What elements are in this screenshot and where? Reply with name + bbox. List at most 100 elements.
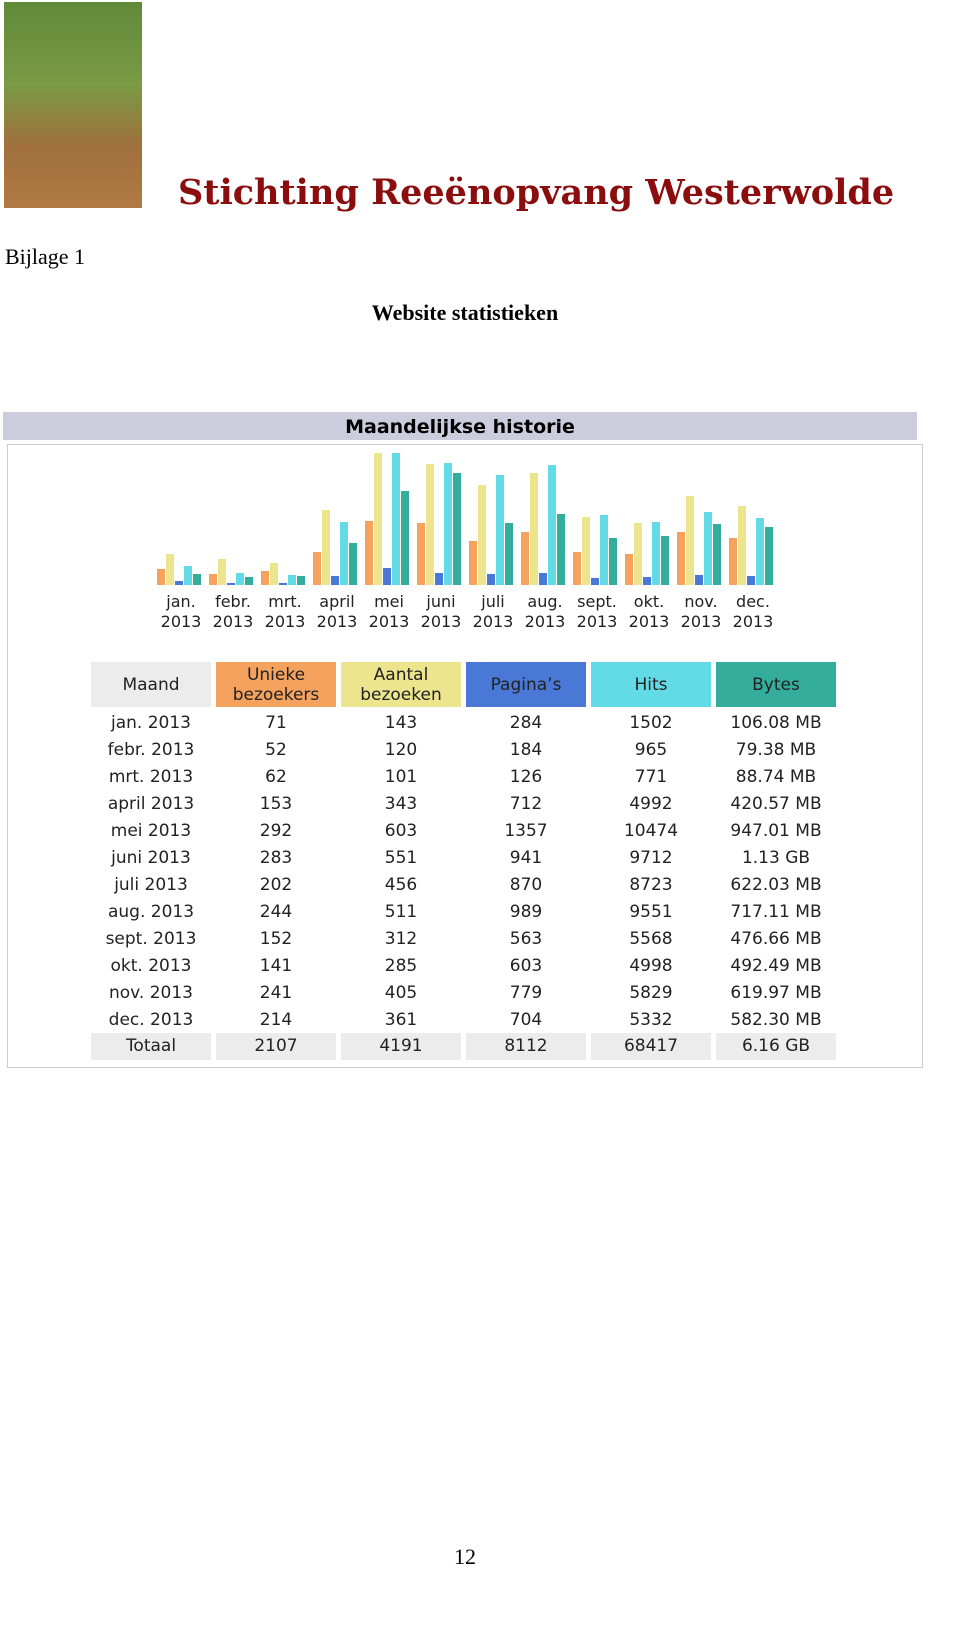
appendix: Bijlage 1 <box>5 244 86 269</box>
table-cell: 141 <box>259 956 293 976</box>
table-cell: 88.74 MB <box>735 767 817 787</box>
table-cell: jan. 2013 <box>111 713 191 733</box>
bar <box>582 516 590 585</box>
bar <box>175 581 183 585</box>
x-tick-label: juli 2013 <box>472 592 514 631</box>
table-cell: 476.66 MB <box>730 929 822 949</box>
bar <box>193 574 201 585</box>
table-cell: 563 <box>509 929 543 949</box>
table-cell: 9551 <box>629 902 673 922</box>
x-tick-label: sept. 2013 <box>576 592 618 631</box>
table-cell: 4998 <box>629 956 673 976</box>
bar <box>331 576 339 585</box>
x-tick-label: mei 2013 <box>368 592 410 631</box>
table-header: Aantal bezoeken <box>341 662 461 707</box>
table-cell: 143 <box>384 713 418 733</box>
bar <box>236 572 244 585</box>
table-cell: 71 <box>265 713 287 733</box>
table-cell: 62 <box>265 767 287 787</box>
total-label: Totaal <box>91 1033 211 1060</box>
bar <box>322 509 330 585</box>
table-cell: 244 <box>259 902 293 922</box>
bar <box>374 453 382 585</box>
bar <box>713 523 721 585</box>
table-cell: 4992 <box>629 794 673 814</box>
table-cell: 8723 <box>629 875 673 895</box>
total-cell: 4191 <box>341 1033 461 1060</box>
table-cell: 456 <box>384 875 418 895</box>
bar <box>625 554 633 585</box>
table-cell: 492.49 MB <box>730 956 822 976</box>
table-cell: 1502 <box>629 713 673 733</box>
table-header: Pagina’s <box>466 662 586 707</box>
x-tick-label: okt. 2013 <box>628 592 670 631</box>
x-tick-label: april 2013 <box>316 592 358 631</box>
table-cell: 202 <box>259 875 293 895</box>
table-cell: 214 <box>259 1010 293 1030</box>
bar <box>609 537 617 585</box>
table-cell: 292 <box>259 821 293 841</box>
bar <box>184 566 192 585</box>
table-header: Unieke bezoekers <box>216 662 336 707</box>
table-cell: 153 <box>259 794 293 814</box>
bar <box>166 553 174 585</box>
table-cell: 52 <box>265 740 287 760</box>
bar <box>453 473 461 585</box>
table-cell: 619.97 MB <box>730 983 822 1003</box>
bar <box>444 462 452 585</box>
title: Stichting Reeënopvang Westerwolde <box>178 172 895 213</box>
bar <box>487 574 495 585</box>
table-cell: 870 <box>509 875 543 895</box>
bar <box>695 575 703 585</box>
table-cell: 284 <box>509 713 543 733</box>
table-cell: 241 <box>259 983 293 1003</box>
x-tick-label: dec. 2013 <box>732 592 774 631</box>
bar <box>349 543 357 585</box>
table-cell: 603 <box>509 956 543 976</box>
bar <box>738 505 746 585</box>
bar <box>496 475 504 585</box>
table-cell: 343 <box>384 794 418 814</box>
table-cell: okt. 2013 <box>110 956 192 976</box>
table-cell: 965 <box>634 740 668 760</box>
table-cell: 5568 <box>629 929 673 949</box>
table-cell: 120 <box>384 740 418 760</box>
table-cell: 779 <box>509 983 543 1003</box>
bar <box>383 567 391 585</box>
table-cell: 5829 <box>629 983 673 1003</box>
x-tick-label: juni 2013 <box>420 592 462 631</box>
bar <box>756 517 764 585</box>
x-tick-label: febr. 2013 <box>212 592 254 631</box>
bar <box>747 576 755 585</box>
table-cell: 184 <box>509 740 543 760</box>
table-cell: aug. 2013 <box>107 902 195 922</box>
table-cell: 989 <box>509 902 543 922</box>
table-cell: 285 <box>384 956 418 976</box>
table-cell: 717.11 MB <box>730 902 822 922</box>
bar <box>392 453 400 585</box>
table-cell: sept. 2013 <box>105 929 197 949</box>
bar <box>288 575 296 585</box>
bar <box>686 496 694 585</box>
table-cell: 9712 <box>629 848 673 868</box>
bar <box>279 583 287 585</box>
table-cell: 405 <box>384 983 418 1003</box>
table-cell: 312 <box>384 929 418 949</box>
table-cell: 704 <box>509 1010 543 1030</box>
table-cell: dec. 2013 <box>108 1010 194 1030</box>
table-cell: 152 <box>259 929 293 949</box>
table-cell: 582.30 MB <box>730 1010 822 1030</box>
table-cell: 79.38 MB <box>735 740 817 760</box>
bar <box>530 473 538 585</box>
bar <box>469 540 477 585</box>
table-cell: 551 <box>384 848 418 868</box>
chart-title: Maandelijkse historie <box>3 412 917 440</box>
bar <box>209 573 217 585</box>
table-cell: 941 <box>509 848 543 868</box>
bar <box>245 577 253 585</box>
bar <box>643 577 651 585</box>
bar <box>677 532 685 585</box>
table-cell: 712 <box>509 794 543 814</box>
table-cell: febr. 2013 <box>107 740 195 760</box>
